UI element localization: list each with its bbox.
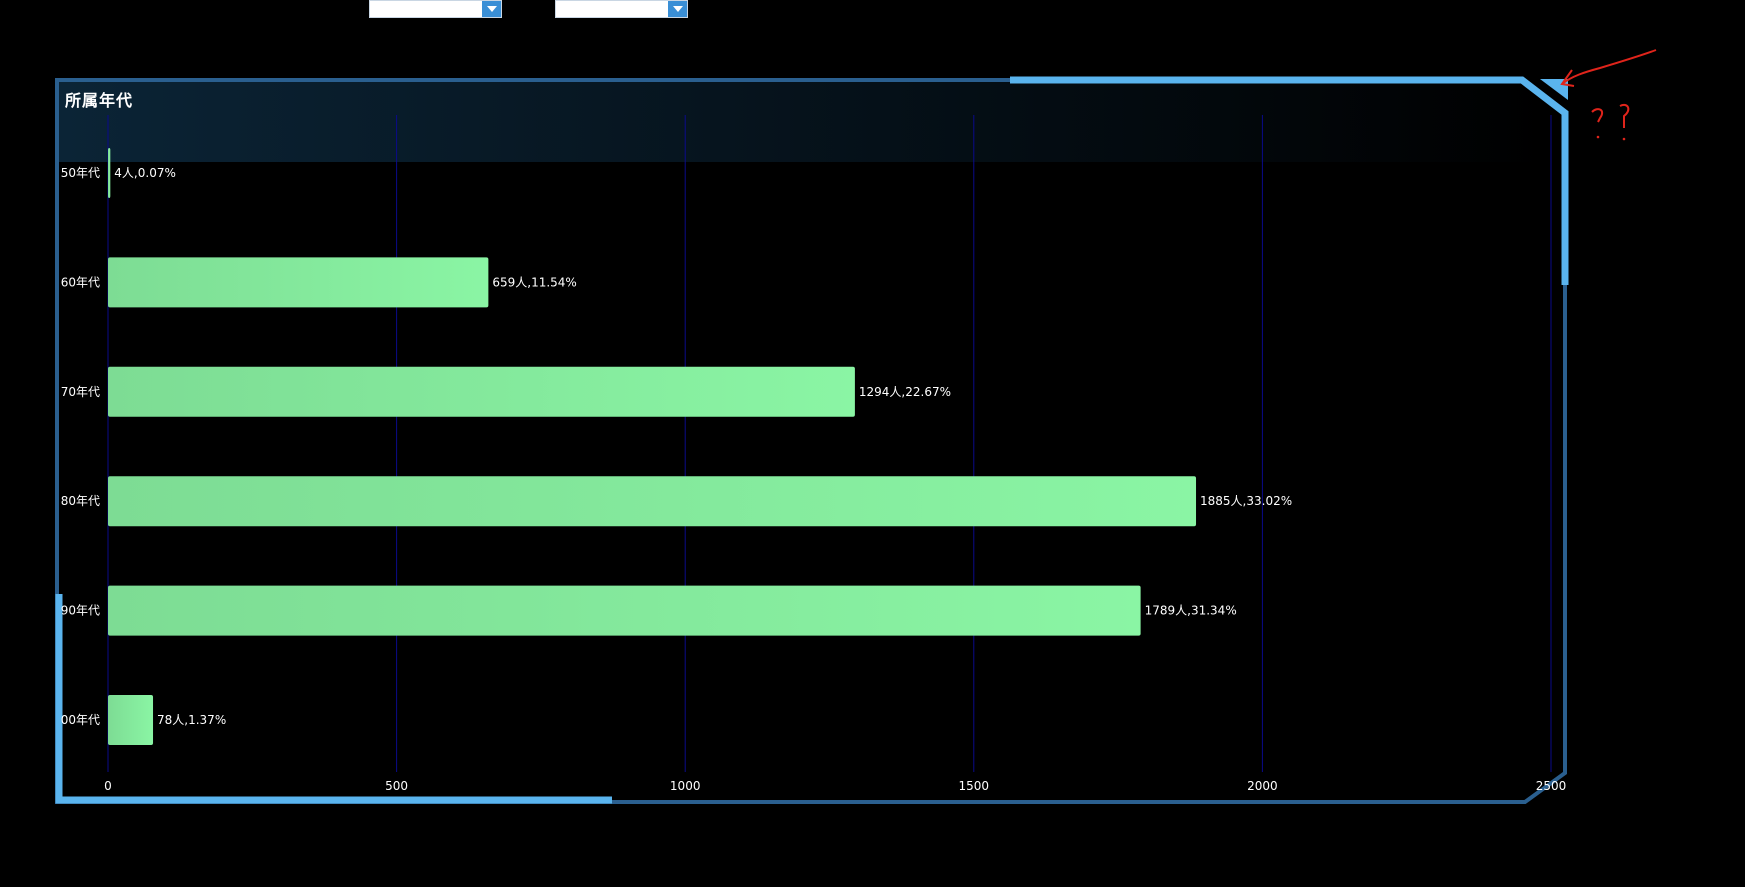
bar[interactable]	[108, 257, 489, 308]
x-tick-label: 2000	[1247, 779, 1278, 793]
bar[interactable]	[108, 695, 154, 745]
arrow-head	[1560, 69, 1575, 87]
bar-value-label: 78人,1.37%	[157, 713, 226, 727]
chevron-down-icon[interactable]	[482, 1, 501, 17]
category-label: 90年代	[61, 604, 100, 618]
filter-select-2[interactable]	[555, 0, 688, 18]
bar-value-label: 1885人,33.02%	[1200, 494, 1292, 508]
arrow-stroke	[1561, 49, 1657, 85]
x-tick-label: 1000	[670, 779, 701, 793]
frame-accent-bottom	[55, 594, 612, 804]
bar[interactable]	[108, 476, 1197, 527]
category-label: 70年代	[61, 385, 100, 399]
bar-value-label: 659人,11.54%	[492, 275, 576, 289]
x-tick-label: 1500	[959, 779, 990, 793]
bar[interactable]	[108, 366, 855, 417]
chevron-down-icon[interactable]	[668, 1, 687, 17]
handwritten-annotation	[1560, 49, 1657, 141]
bar[interactable]	[108, 148, 111, 198]
category-label: 50年代	[61, 166, 100, 180]
bar-value-label: 4人,0.07%	[114, 166, 176, 180]
question-dot-1	[1596, 135, 1600, 139]
question-dot-2	[1622, 137, 1626, 141]
question-mark-2	[1619, 104, 1630, 128]
x-tick-label: 2500	[1536, 779, 1567, 793]
frame-accent-top	[1010, 76, 1569, 285]
category-label: 80年代	[61, 494, 100, 508]
panel-title: 所属年代	[65, 91, 134, 110]
category-label: 00年代	[61, 713, 100, 727]
bar-value-label: 1789人,31.34%	[1145, 604, 1237, 618]
panel-header-band	[57, 82, 1547, 162]
bar-value-label: 1294人,22.67%	[859, 385, 951, 399]
bar[interactable]	[108, 585, 1141, 636]
x-tick-label: 500	[385, 779, 408, 793]
question-mark-1	[1591, 108, 1604, 123]
filter-select-1[interactable]	[369, 0, 502, 18]
panel-frame	[55, 78, 1567, 804]
category-label: 60年代	[61, 275, 100, 289]
x-tick-label: 0	[104, 779, 112, 793]
